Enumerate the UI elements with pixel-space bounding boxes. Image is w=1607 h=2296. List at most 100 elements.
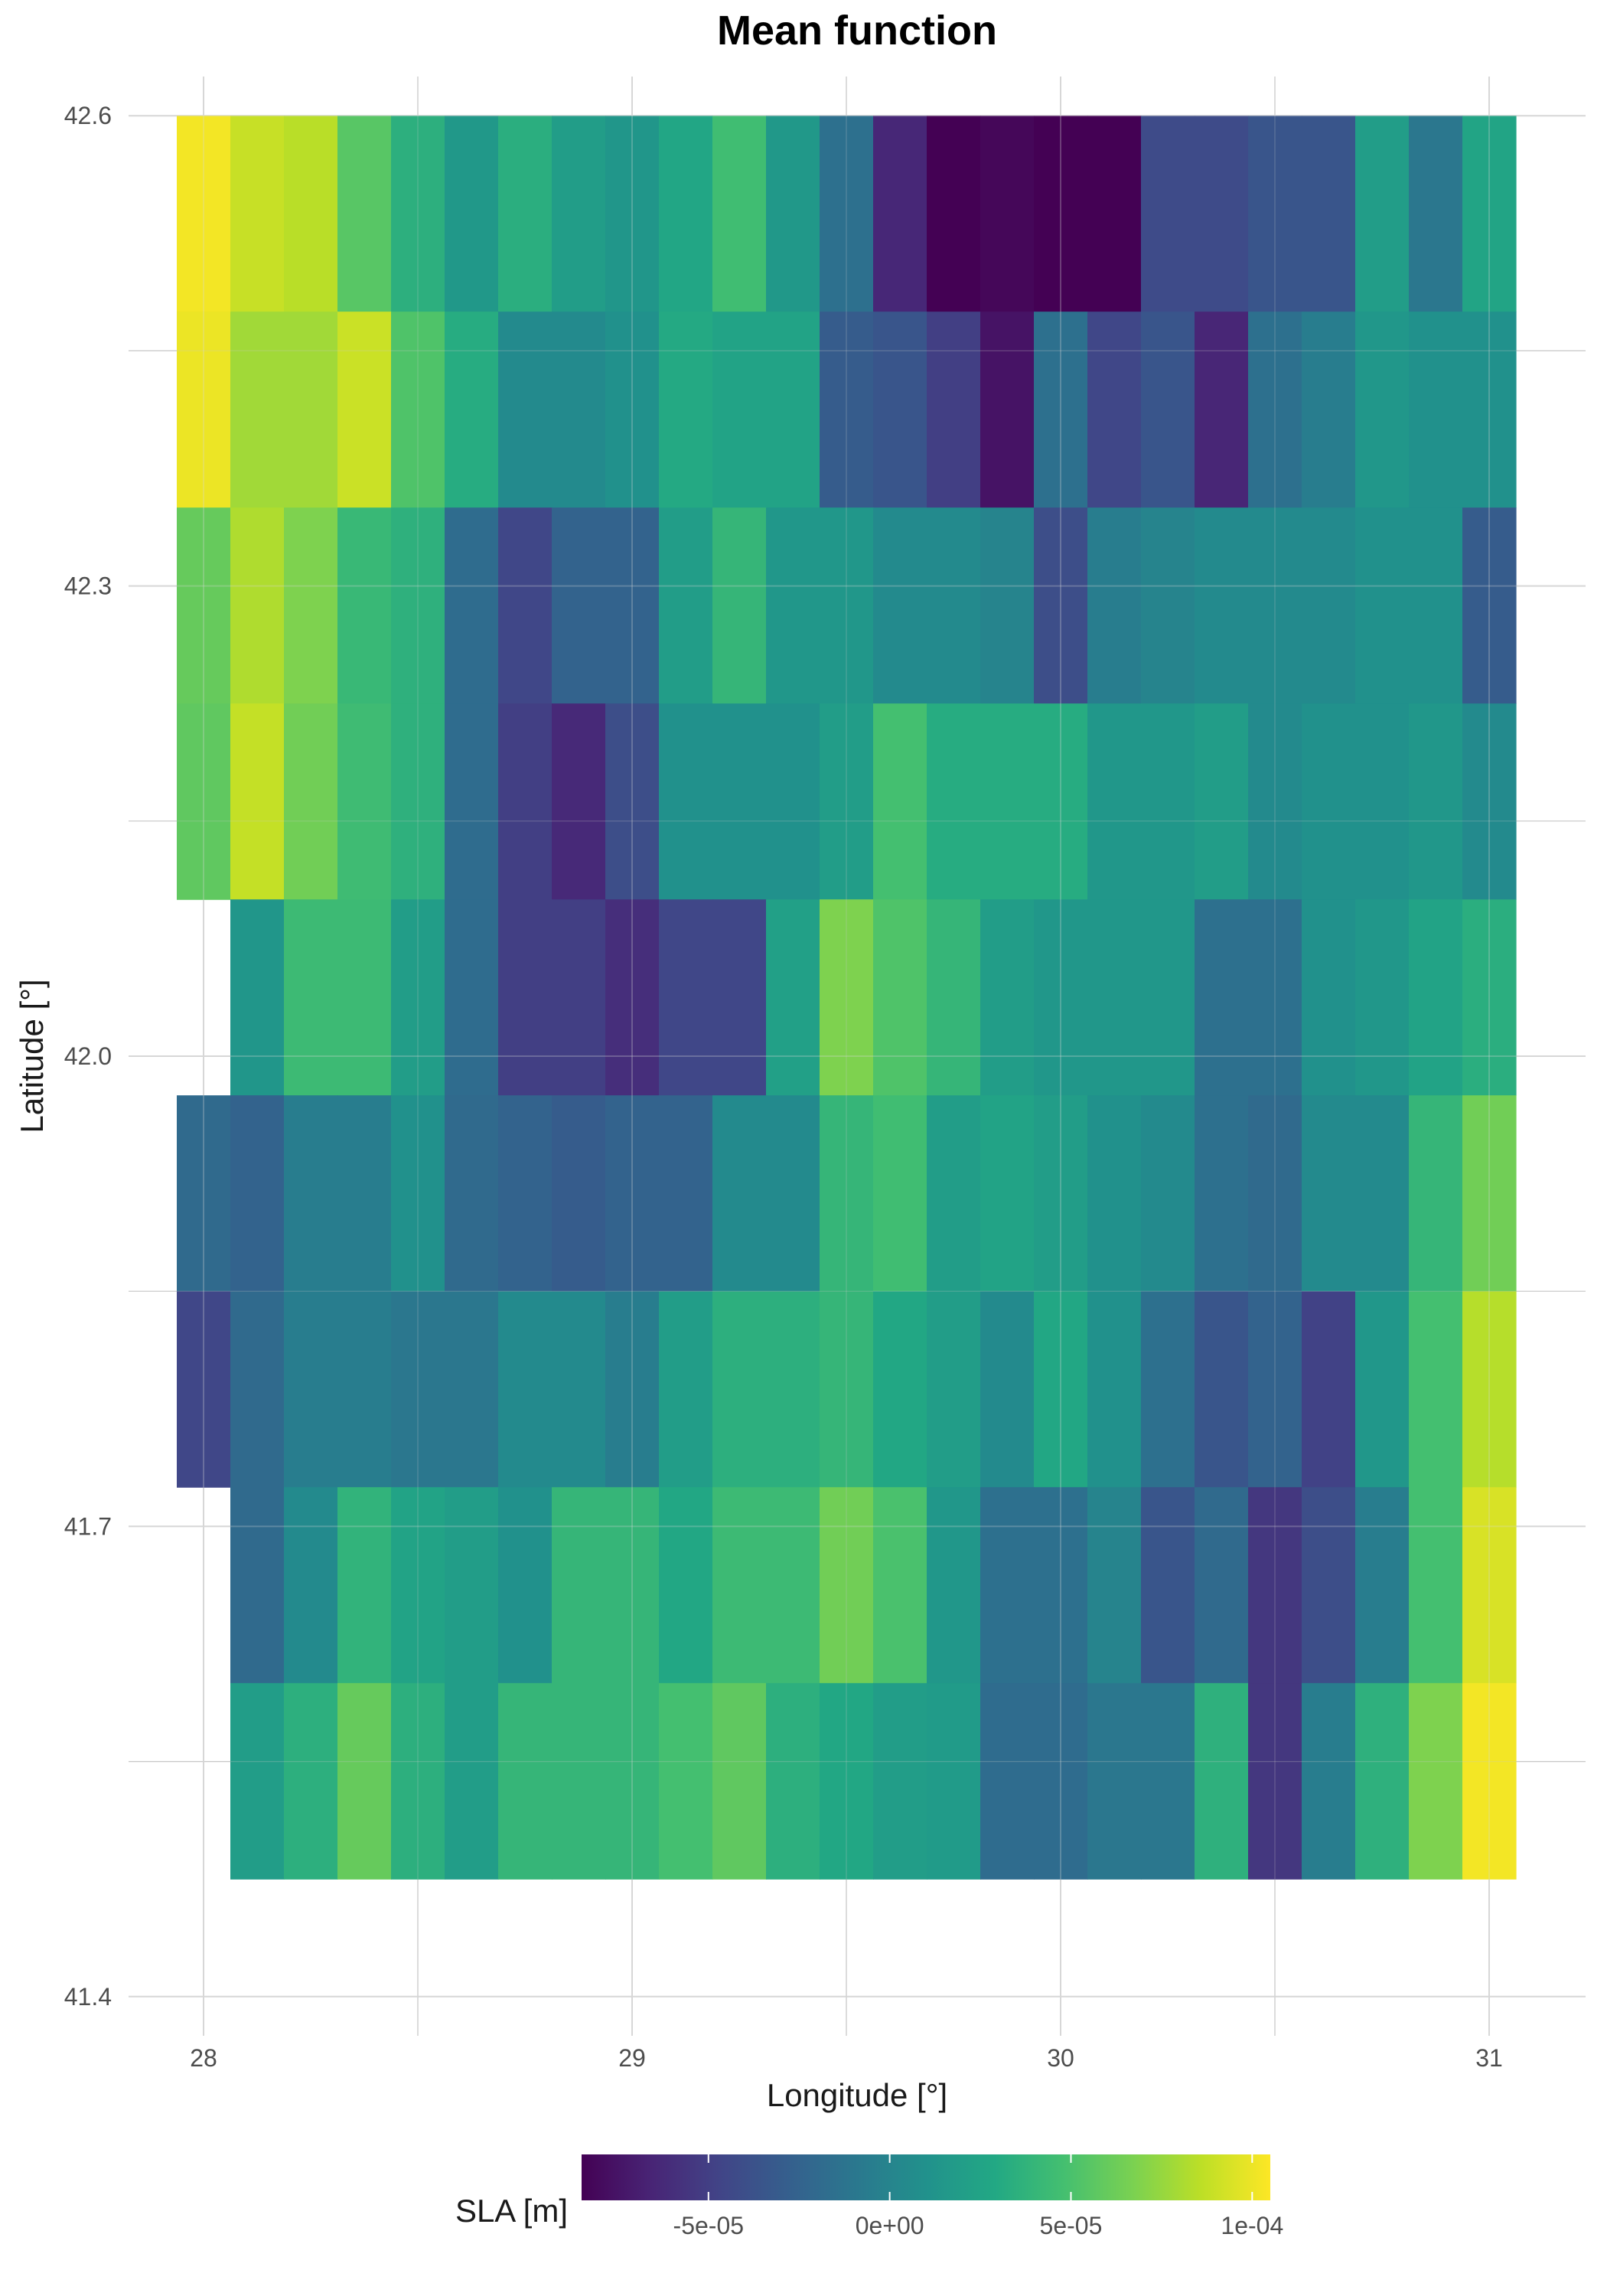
- heatmap-cell: [1141, 311, 1195, 508]
- heatmap-cell: [391, 899, 445, 1096]
- heatmap-cell: [712, 507, 767, 704]
- heatmap-cell: [1087, 1683, 1142, 1880]
- heatmap-cell: [712, 1095, 767, 1292]
- heatmap-cells: [177, 116, 1517, 1880]
- heatmap-cell: [659, 1487, 713, 1684]
- heatmap-cell: [337, 1683, 392, 1880]
- heatmap-cell: [659, 116, 713, 312]
- heatmap-cell: [1195, 1095, 1249, 1292]
- heatmap-cell: [1409, 1683, 1463, 1880]
- heatmap-cell: [1355, 1291, 1410, 1488]
- heatmap-cell: [1355, 703, 1410, 900]
- heatmap-cell: [712, 899, 767, 1096]
- heatmap-cell: [337, 507, 392, 704]
- color-legend: SLA [m] -5e-05 0e+00 5e-05 1e-04: [455, 2154, 1283, 2239]
- heatmap-cell: [1087, 1095, 1142, 1292]
- heatmap-cell: [873, 1683, 927, 1880]
- x-axis-ticks: 28 29 30 31: [190, 2044, 1503, 2072]
- heatmap-cell: [712, 116, 767, 312]
- heatmap-cell: [1034, 1095, 1088, 1292]
- heatmap-cell: [1248, 116, 1302, 312]
- heatmap-cell: [927, 116, 981, 312]
- heatmap-cell: [1462, 1291, 1517, 1488]
- heatmap-cell: [766, 1683, 820, 1880]
- heatmap-cell: [1141, 1291, 1195, 1488]
- heatmap-cell: [445, 1095, 499, 1292]
- y-tick-label: 41.4: [64, 1983, 112, 2011]
- y-tick-label: 42.0: [64, 1042, 112, 1070]
- heatmap-cell: [766, 1291, 820, 1488]
- heatmap-cell: [1087, 703, 1142, 900]
- heatmap-cell: [284, 1095, 338, 1292]
- heatmap-cell: [1355, 1487, 1410, 1684]
- heatmap-cell: [1302, 1095, 1356, 1292]
- heatmap-cell: [1087, 1487, 1142, 1684]
- heatmap-cell: [820, 703, 874, 900]
- heatmap-cell: [1248, 1487, 1302, 1684]
- heatmap-cell: [1034, 1487, 1088, 1684]
- heatmap-cell: [498, 1095, 553, 1292]
- heatmap-cell: [391, 1487, 445, 1684]
- legend-colorbar: [582, 2154, 1270, 2200]
- heatmap-cell: [712, 703, 767, 900]
- heatmap-cell: [605, 116, 660, 312]
- heatmap-cell: [605, 507, 660, 704]
- heatmap-cell: [552, 1095, 606, 1292]
- heatmap-cell: [1087, 507, 1142, 704]
- heatmap-cell: [498, 1683, 553, 1880]
- heatmap-cell: [498, 703, 553, 900]
- heatmap-cell: [980, 507, 1035, 704]
- heatmap-cell: [659, 1095, 713, 1292]
- heatmap-cell: [1195, 1291, 1249, 1488]
- heatmap-cell: [1141, 507, 1195, 704]
- heatmap-cell: [820, 1291, 874, 1488]
- heatmap-cell: [1302, 1683, 1356, 1880]
- heatmap-cell: [445, 1487, 499, 1684]
- heatmap-cell: [337, 1095, 392, 1292]
- legend-ticks: -5e-05 0e+00 5e-05 1e-04: [673, 2154, 1283, 2239]
- heatmap-cell: [1302, 899, 1356, 1096]
- y-tick-label: 42.3: [64, 572, 112, 600]
- heatmap-cell: [712, 1683, 767, 1880]
- heatmap-cell: [498, 1291, 553, 1488]
- heatmap-cell: [1195, 116, 1249, 312]
- heatmap-cell: [177, 1291, 231, 1488]
- heatmap-cell: [605, 1683, 660, 1880]
- heatmap-cell: [284, 1487, 338, 1684]
- heatmap-cell: [820, 1095, 874, 1292]
- heatmap-cell: [766, 1095, 820, 1292]
- heatmap-cell: [980, 1683, 1035, 1880]
- heatmap-cell: [1248, 311, 1302, 508]
- heatmap-cell: [712, 1487, 767, 1684]
- heatmap-cell: [1302, 507, 1356, 704]
- heatmap-cell: [659, 507, 713, 704]
- heatmap-cell: [1409, 1095, 1463, 1292]
- heatmap-cell: [552, 1487, 606, 1684]
- heatmap-cell: [1462, 1095, 1517, 1292]
- heatmap-cell: [659, 1291, 713, 1488]
- heatmap-cell: [177, 116, 231, 312]
- heatmap-cell: [552, 116, 606, 312]
- heatmap-cell: [1141, 703, 1195, 900]
- heatmap-cell: [659, 899, 713, 1096]
- heatmap-cell: [980, 116, 1035, 312]
- legend-tick-label: 0e+00: [856, 2212, 924, 2239]
- heatmap-cell: [284, 507, 338, 704]
- heatmap-cell: [230, 703, 285, 900]
- heatmap-cell: [445, 311, 499, 508]
- heatmap-cell: [1462, 703, 1517, 900]
- heatmap-cell: [1034, 116, 1088, 312]
- legend-title: SLA [m]: [455, 2193, 568, 2229]
- heatmap-cell: [445, 1291, 499, 1488]
- heatmap-cell: [1409, 507, 1463, 704]
- heatmap-cell: [230, 507, 285, 704]
- heatmap-cell: [820, 899, 874, 1096]
- heatmap-cell: [1034, 311, 1088, 508]
- y-tick-label: 41.7: [64, 1512, 112, 1540]
- heatmap-cell: [605, 703, 660, 900]
- heatmap-cell: [337, 1487, 392, 1684]
- heatmap-cell: [1034, 1291, 1088, 1488]
- heatmap-cell: [980, 703, 1035, 900]
- heatmap-cell: [873, 507, 927, 704]
- heatmap-cell: [552, 703, 606, 900]
